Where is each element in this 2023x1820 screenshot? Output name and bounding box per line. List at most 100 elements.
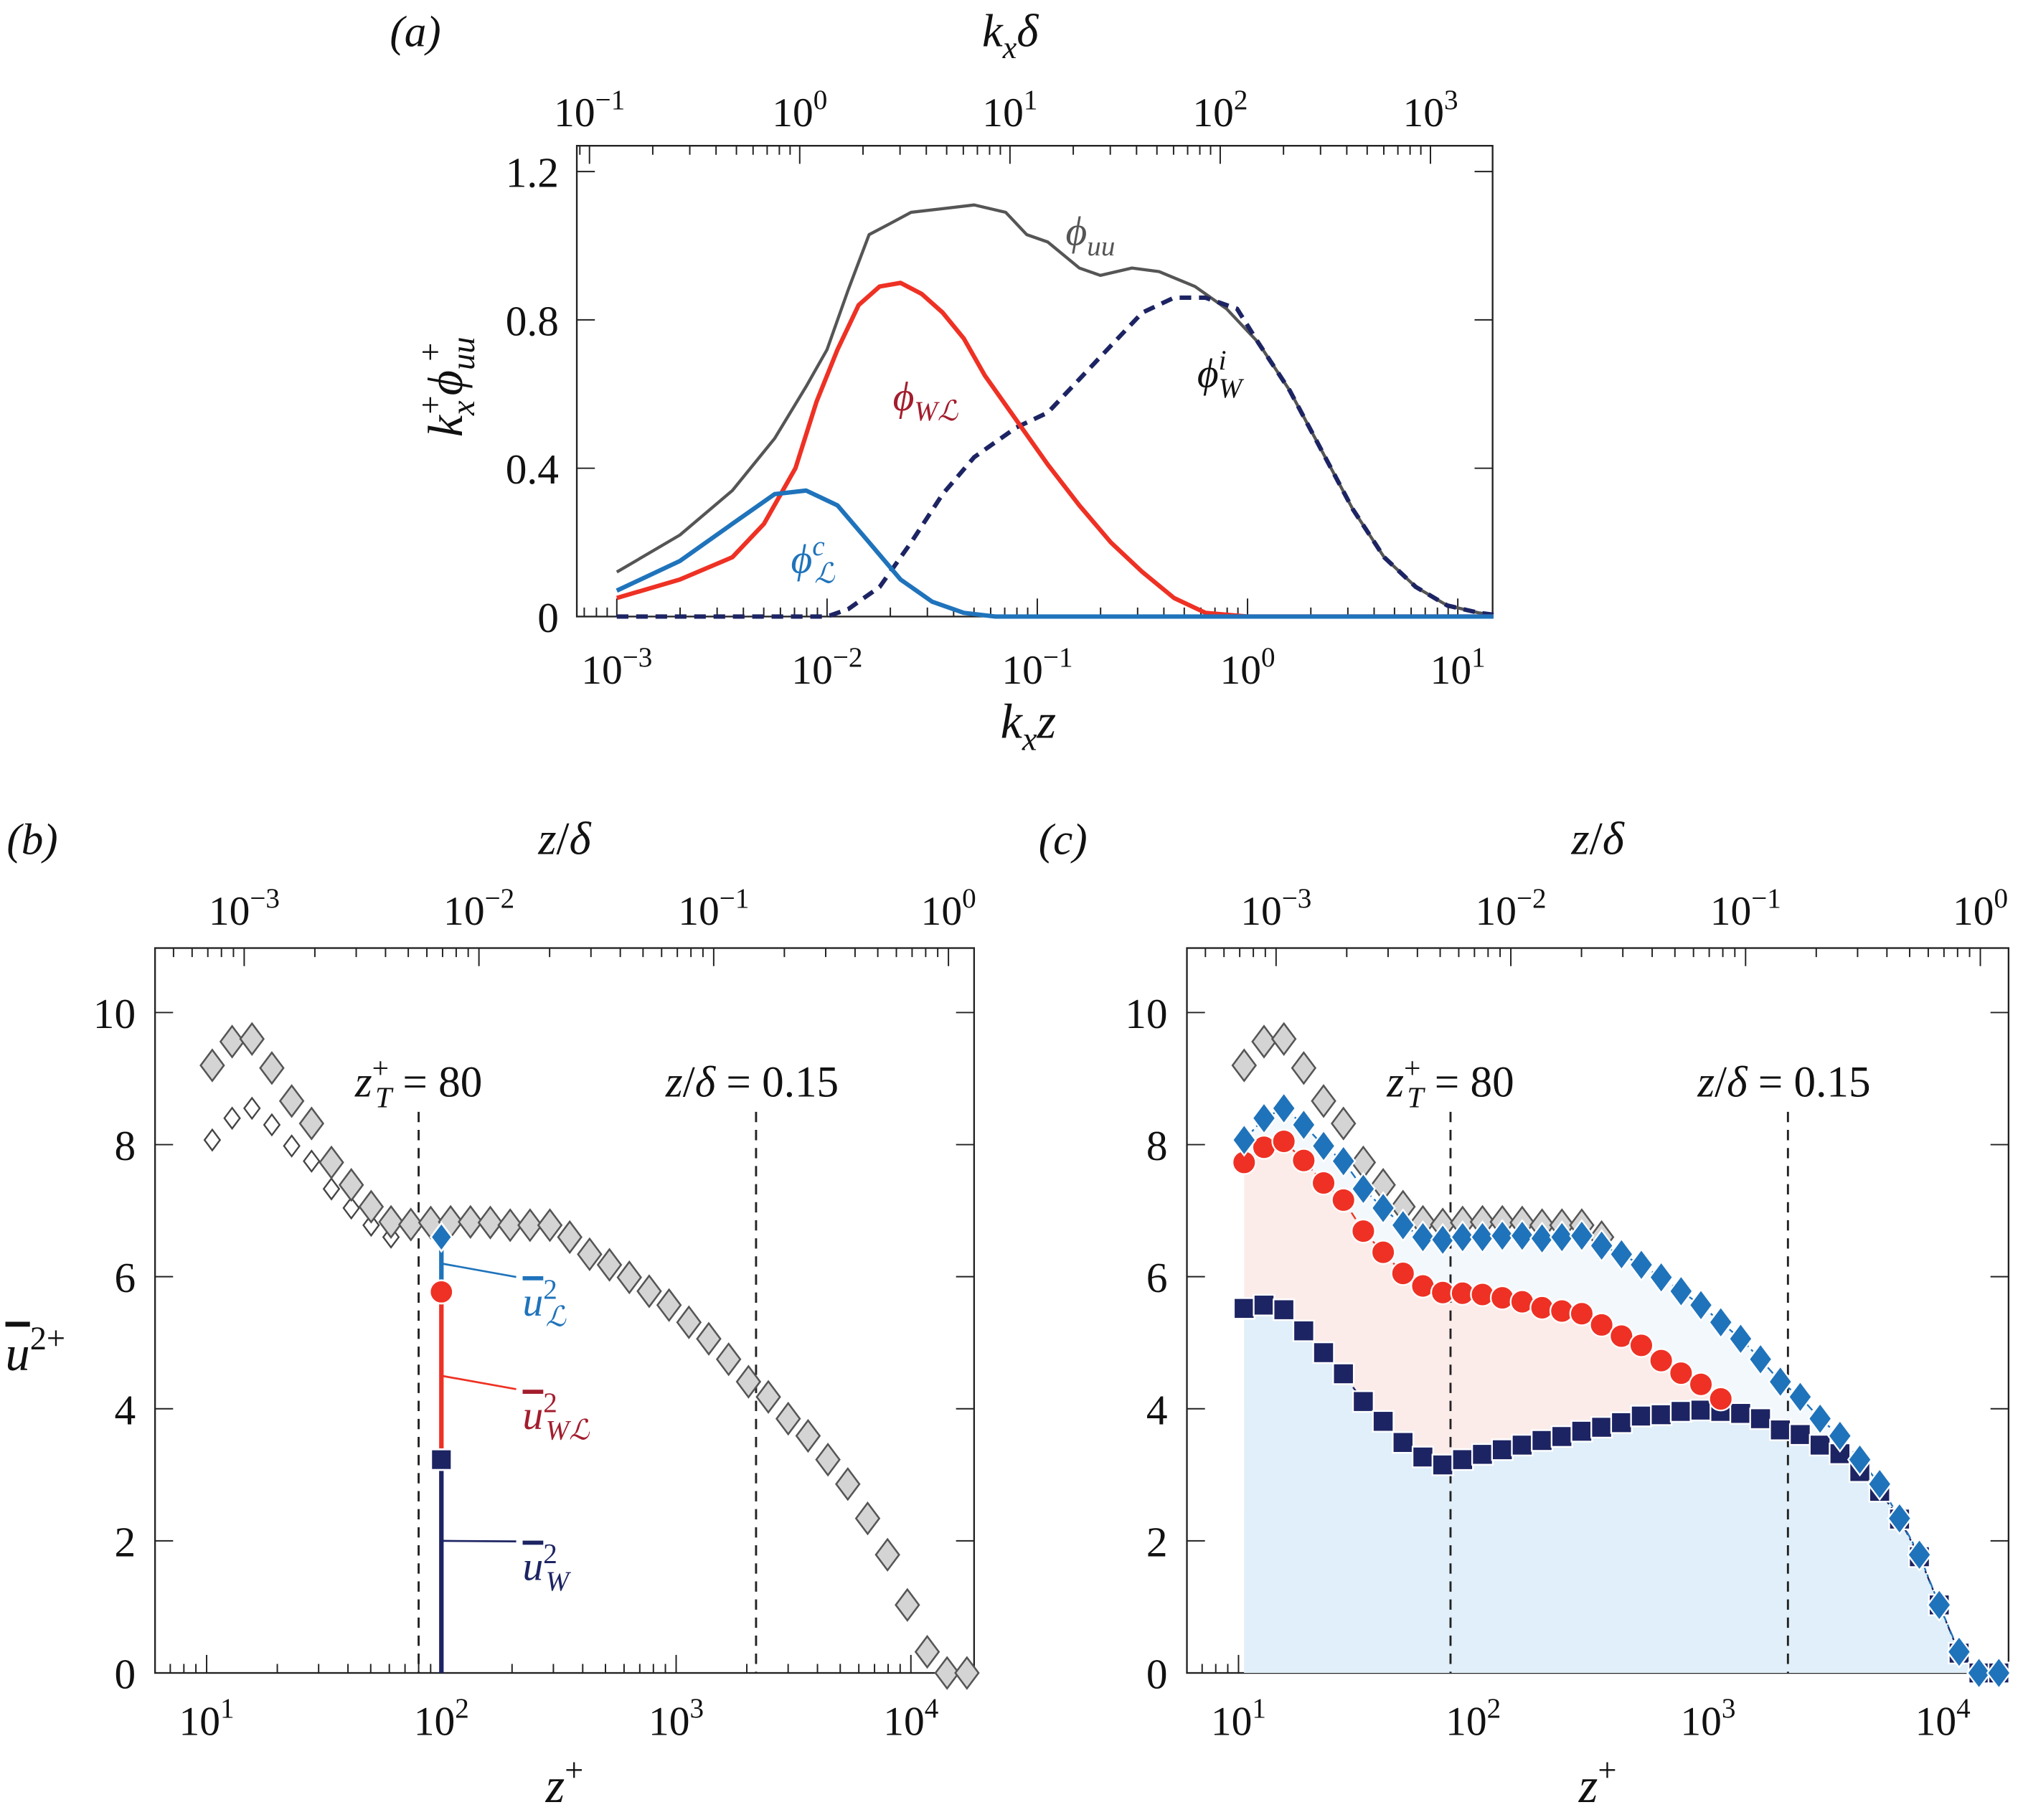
x-tick-label: 104	[1915, 1693, 1971, 1744]
threshold-annotation-part: /	[683, 1058, 695, 1106]
x-tick-label: 103	[1680, 1693, 1735, 1744]
u2-WL-marker	[1649, 1348, 1674, 1373]
open-diamond-marker	[342, 1196, 360, 1220]
leader-line	[441, 1375, 517, 1390]
open-diamond-marker	[283, 1134, 301, 1158]
x-axis-title: kxz	[1001, 694, 1057, 758]
u2-L-marker	[1748, 1342, 1773, 1377]
u2-WL-marker	[1271, 1128, 1297, 1154]
x-tick-label: 103	[649, 1693, 704, 1744]
total-uu-marker	[715, 1342, 742, 1377]
x-tick-label-part: 4	[1956, 1693, 1971, 1724]
y-axis-title-part: +	[412, 342, 449, 361]
u2-W-marker	[1273, 1298, 1296, 1321]
x-axis-title-part: x	[1022, 722, 1037, 758]
u2-L-marker	[1926, 1588, 1952, 1622]
u2-L-marker	[1727, 1321, 1754, 1356]
top-x-tick-label: 100	[921, 883, 976, 934]
top-axis-title-part: δ	[1017, 5, 1039, 57]
y-tick-label: 8	[1146, 1122, 1168, 1169]
y-tick-label: 4	[114, 1386, 136, 1433]
top-x-tick-label: 102	[1192, 85, 1248, 136]
u2-WL-marker	[1569, 1301, 1595, 1326]
component-label-u2_L-part: u	[523, 1280, 544, 1325]
series-line-phi_WL	[616, 280, 1494, 619]
total-uu-marker	[755, 1380, 781, 1414]
u2-L-marker	[1569, 1219, 1595, 1253]
y-tick-label: 0.4	[506, 445, 559, 493]
total-uu-marker	[895, 1588, 920, 1622]
series-line-phi_uu	[616, 203, 1494, 617]
y-tick-label: 0	[114, 1651, 136, 1698]
top-axis-title-part: z	[1571, 812, 1590, 864]
u2-L-marker	[1311, 1128, 1336, 1163]
x-axis-title-part: z	[545, 1758, 565, 1813]
top-x-tick-label: 100	[772, 85, 827, 136]
y-axis-title: kx+ϕuu+	[412, 337, 482, 438]
open-diamond-marker	[243, 1096, 261, 1121]
series-label-phi_L_c-part: c	[812, 531, 824, 562]
top-x-tick-label: 10−1	[554, 85, 625, 136]
y-axis-title-part: ϕ	[418, 370, 473, 395]
threshold-annotation-part: = 80	[1424, 1058, 1514, 1106]
y-tick-label: 10	[93, 990, 136, 1037]
total-uu-marker	[775, 1401, 801, 1436]
x-tick-label-part: 2	[455, 1693, 469, 1724]
total-uu-marker	[358, 1189, 385, 1224]
open-diamond-marker	[322, 1177, 341, 1201]
series-label-phi_W_i-part: ϕ	[1197, 351, 1219, 396]
component-label-u2_WL-part: Wℒ	[546, 1415, 590, 1446]
u2-WL-marker	[428, 1279, 454, 1305]
threshold-annotation-part: /	[1715, 1058, 1727, 1106]
component-label-u2_L: u2 ℒ	[523, 1274, 567, 1333]
u2-W-marker	[1610, 1411, 1633, 1434]
total-uu-marker	[1251, 1024, 1277, 1059]
total-uu-marker	[616, 1260, 643, 1295]
u2-L-marker	[1469, 1220, 1496, 1254]
component-label-u2_L-part: ℒ	[546, 1301, 567, 1332]
top-x-tick-label-part: 10	[982, 90, 1024, 136]
total-uu-marker	[378, 1204, 404, 1239]
top-x-tick-label-part: 0	[962, 883, 976, 914]
u2-L-marker	[1331, 1144, 1357, 1179]
u2-WL-marker	[1589, 1312, 1614, 1338]
u2-L-marker	[1370, 1191, 1396, 1225]
x-tick-label-part: 4	[925, 1693, 939, 1724]
u2-W-marker	[1392, 1431, 1415, 1454]
series-label-phi_L_c: ϕc ℒ	[791, 531, 836, 590]
total-uu-marker	[298, 1106, 325, 1141]
threshold-annotation-part: +	[372, 1052, 389, 1085]
component-label-u2_WL-part: u	[523, 1393, 544, 1438]
x-tick-label-part: 0	[1261, 642, 1275, 673]
top-x-tick-label-part: 10	[1710, 889, 1752, 934]
total-uu-marker	[636, 1274, 662, 1309]
plot-frame	[154, 947, 976, 1674]
u2-L-marker	[1887, 1501, 1913, 1536]
y-axis-title-part: +	[412, 395, 449, 414]
x-tick-label-part: 2	[1487, 1693, 1501, 1724]
u2-L-marker	[1768, 1364, 1793, 1399]
u2-L-marker	[1946, 1635, 1972, 1669]
u2-WL-marker	[1708, 1386, 1734, 1412]
threshold-annotation-part: +	[1404, 1052, 1420, 1085]
u2-W-marker	[1630, 1405, 1653, 1428]
total-uu-marker	[338, 1168, 364, 1202]
y-tick-label: 8	[114, 1122, 136, 1169]
total-uu-marker	[735, 1364, 762, 1399]
open-diamond-marker	[263, 1113, 281, 1137]
open-diamond-marker	[362, 1213, 380, 1237]
x-tick-label-part: 10	[414, 1699, 456, 1744]
top-x-tick-label-part: 10	[209, 889, 250, 934]
x-tick-label: 100	[1220, 642, 1275, 693]
u2-L-marker	[1489, 1219, 1515, 1253]
total-uu-marker	[319, 1145, 344, 1180]
u2-WL-marker	[1311, 1170, 1336, 1196]
component-label-u2_WL-part: 2	[543, 1387, 557, 1418]
u2-L-marker	[1827, 1419, 1853, 1453]
component-label-u2_WL: u2 Wℒ	[523, 1387, 590, 1446]
u2-W-marker	[1531, 1429, 1554, 1452]
top-x-tick-label: 101	[982, 85, 1037, 136]
x-tick-label-part: 3	[689, 1693, 704, 1724]
